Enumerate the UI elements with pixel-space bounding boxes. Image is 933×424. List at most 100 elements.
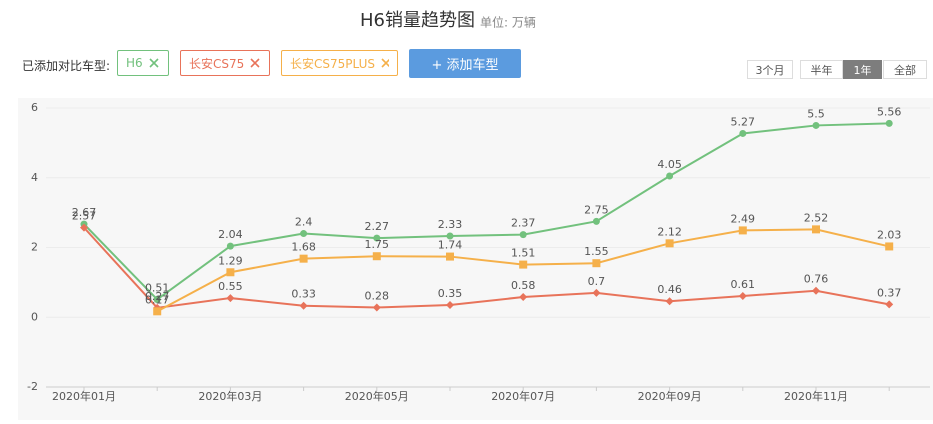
point [812,286,820,295]
point [885,242,894,251]
legend-tag[interactable]: H6 [117,50,169,76]
point [592,259,601,268]
point [446,232,454,240]
point [738,226,747,235]
y-tick-label: 6 [31,101,38,114]
y-tick-label: -2 [27,380,38,393]
data-label: 2.49 [731,212,756,225]
point [885,119,893,127]
y-tick-label: 4 [31,171,38,184]
data-label: 2.12 [657,225,682,238]
legend-label: H6 [126,56,143,70]
add-button[interactable]: + 添加车型 [409,49,521,78]
data-label: 1.51 [511,247,536,260]
y-tick-label: 0 [31,310,38,323]
point [885,300,894,309]
point [373,234,381,242]
data-label: 1.68 [291,241,316,254]
remove-cross [149,58,159,68]
data-label: 1.74 [438,239,463,252]
x-tick-label: 2020年05月 [345,389,409,403]
point [299,301,308,310]
remove-cross [250,58,260,68]
point [446,252,454,261]
legend-tag[interactable]: 长安CS75PLUS [281,50,398,76]
data-label: 1.29 [218,254,243,267]
remove-icon[interactable] [149,58,159,68]
data-label: 1.75 [365,238,390,251]
data-label: 0.27 [145,290,170,303]
data-label: 0.55 [218,280,243,293]
data-label: 2.57 [72,210,97,223]
x-tick-label: 2020年11月 [784,389,848,403]
point [226,242,234,250]
point [226,294,235,303]
data-label: 5.27 [731,115,756,128]
point [592,288,601,297]
point [153,295,161,303]
range-button[interactable]: 半年 [800,60,843,79]
remove-icon[interactable] [250,58,260,68]
legend-tag[interactable]: 长安CS75 [180,50,270,76]
x-tick-label: 2020年01月 [52,389,116,403]
data-label: 0.37 [877,286,902,299]
data-label: 2.67 [72,206,97,219]
point [80,223,88,232]
point [812,121,820,129]
data-label: 0.7 [588,275,606,288]
data-label: 0.58 [511,279,536,292]
data-label: 4.05 [657,158,682,171]
remove-icon[interactable] [381,58,389,68]
data-label: 0.17 [145,293,170,306]
data-label: 0.35 [438,287,463,300]
point [665,297,674,306]
data-label: 0.28 [365,289,390,302]
point [446,301,454,310]
data-label: 5.5 [807,107,825,120]
data-label: 2.04 [218,228,243,241]
data-label: 0.46 [657,283,682,296]
data-label: 2.03 [877,228,902,241]
range-button[interactable]: 3个月 [747,60,793,79]
point [519,293,528,302]
legend-label: 长安CS75PLUS [290,56,375,71]
series-line [83,226,890,309]
chart-subtitle: 单位: 万辆 [480,15,536,30]
data-label: 2.4 [295,216,313,229]
data-label: 0.51 [145,281,170,294]
compare-label: 已添加对比车型: [22,59,111,73]
chart-title: H6销量趋势图 [360,10,475,31]
data-label: 2.37 [511,217,536,230]
data-label: 5.56 [877,105,902,118]
data-label: 2.75 [584,203,609,216]
point [812,225,820,234]
point [519,231,527,239]
point [153,307,162,316]
data-label: 0.61 [731,278,756,291]
remove-cross [381,58,389,68]
data-label: 0.76 [804,273,829,286]
y-tick-label: 2 [31,241,38,254]
range-button[interactable]: 全部 [883,60,927,79]
x-tick-label: 2020年07月 [491,389,555,403]
data-label: 2.33 [438,218,463,231]
point [226,268,235,277]
data-label: 2.27 [365,220,390,233]
data-label: 1.55 [584,245,609,258]
point [665,239,674,248]
point [666,172,674,180]
x-tick-label: 2020年03月 [198,389,262,403]
point [372,252,381,261]
range-button[interactable]: 1年 [843,60,882,79]
x-tick-label: 2020年09月 [638,389,702,403]
data-label: 2.52 [804,211,829,224]
series-line [83,122,890,301]
point [300,230,308,238]
point [372,303,381,312]
point [299,254,308,263]
point [519,260,528,269]
point [738,291,747,300]
data-label: 0.33 [291,288,316,301]
